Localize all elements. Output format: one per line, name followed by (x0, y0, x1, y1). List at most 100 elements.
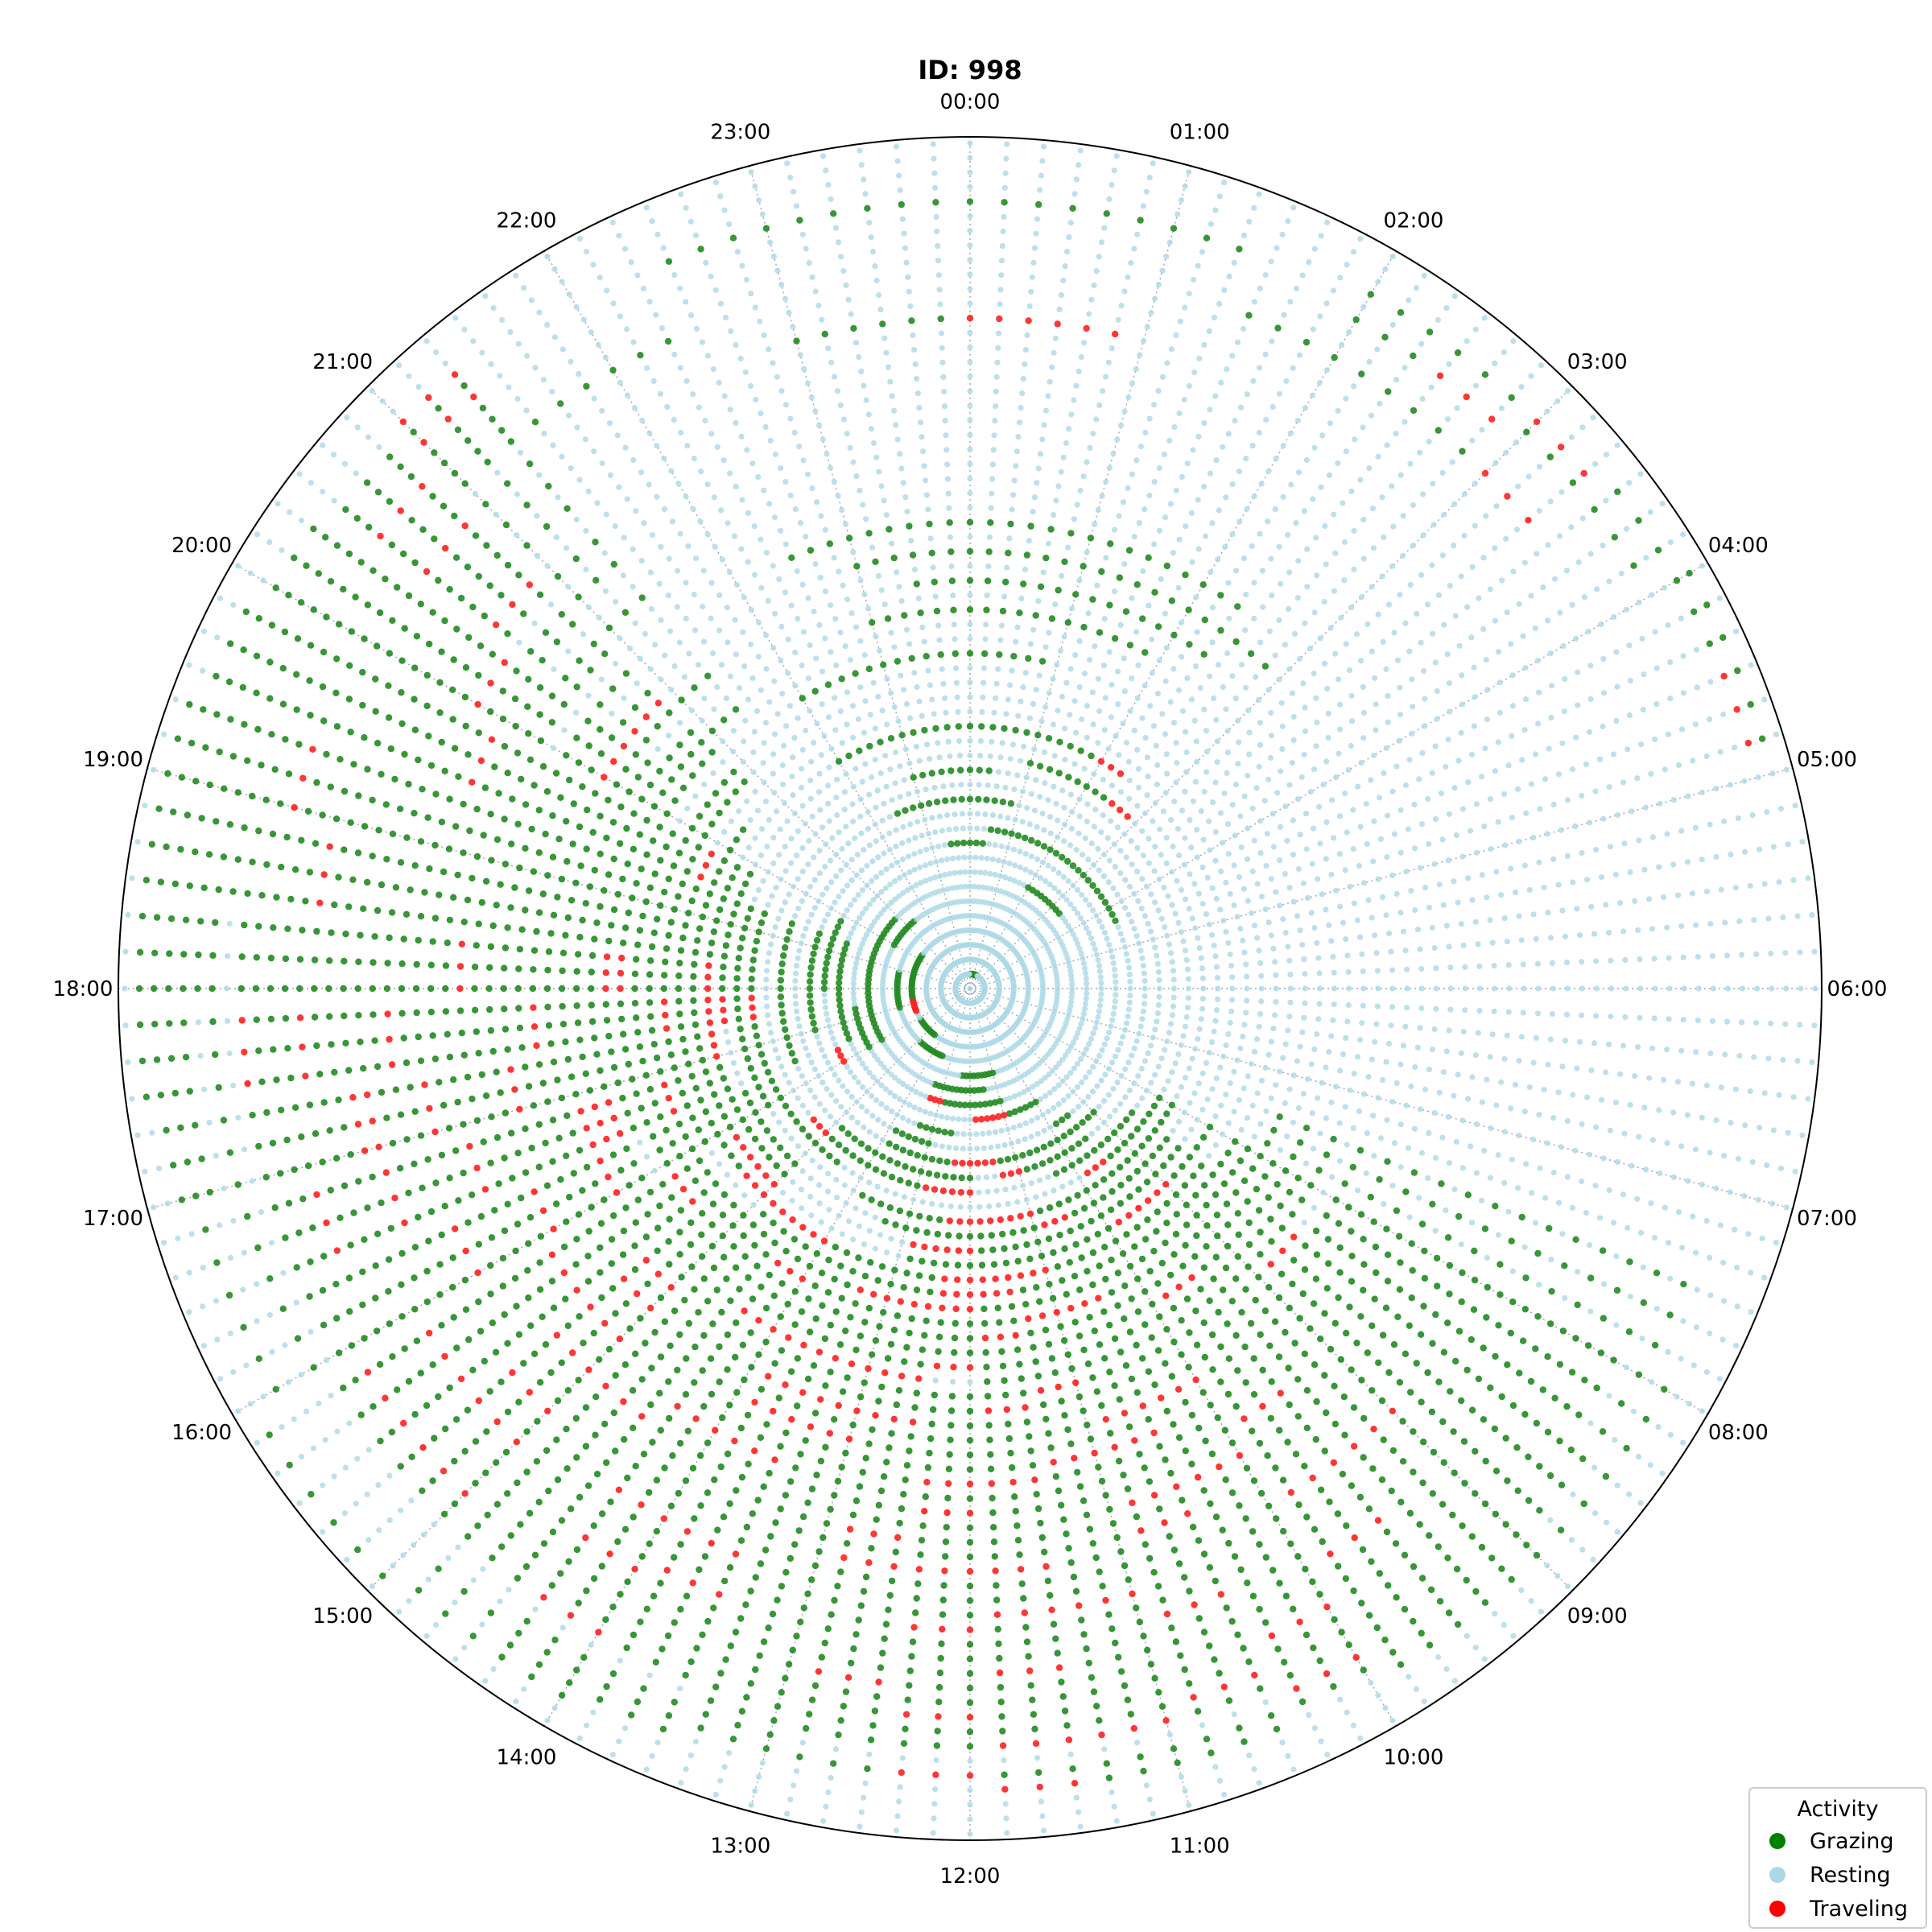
point-resting (1206, 1153, 1212, 1159)
point-resting (1042, 1191, 1048, 1197)
point-resting (1414, 927, 1421, 933)
point-resting (850, 818, 857, 824)
point-resting (1301, 1014, 1307, 1021)
point-traveling (1030, 1269, 1037, 1277)
point-grazing (1141, 1160, 1149, 1167)
point-grazing (952, 1319, 960, 1327)
point-resting (1206, 818, 1212, 824)
point-resting (1446, 1027, 1452, 1034)
point-resting (1146, 602, 1152, 609)
point-resting (1008, 1140, 1015, 1146)
point-resting (964, 913, 970, 919)
point-resting (888, 690, 894, 696)
point-grazing (564, 1112, 571, 1120)
point-resting (929, 844, 935, 851)
point-resting (1098, 991, 1104, 997)
point-grazing (926, 520, 933, 528)
point-resting (1091, 824, 1097, 830)
point-grazing (1158, 1118, 1165, 1126)
point-resting (1136, 520, 1143, 526)
point-resting (829, 835, 836, 841)
point-traveling (1150, 1429, 1158, 1437)
point-resting (1036, 672, 1042, 679)
point-resting (791, 735, 798, 741)
point-grazing (522, 801, 530, 808)
point-resting (728, 818, 735, 824)
point-resting (1260, 604, 1266, 610)
point-resting (1182, 1136, 1188, 1142)
point-grazing (806, 978, 814, 985)
point-grazing (575, 1211, 583, 1218)
point-resting (924, 741, 931, 748)
point-resting (1096, 708, 1103, 715)
point-resting (691, 592, 697, 598)
point-grazing (759, 1092, 767, 1100)
point-grazing (489, 922, 497, 930)
point-resting (832, 695, 838, 701)
point-resting (875, 1117, 881, 1123)
point-resting (901, 777, 907, 783)
point-traveling (959, 1159, 966, 1167)
point-grazing (493, 1133, 502, 1141)
point-grazing (822, 1443, 829, 1451)
point-grazing (572, 879, 580, 887)
point-grazing (845, 752, 852, 760)
point-resting (866, 791, 873, 798)
point-grazing (533, 927, 540, 935)
point-grazing (608, 734, 616, 741)
point-resting (1163, 860, 1170, 866)
point-resting (1110, 885, 1117, 891)
point-grazing (1111, 1335, 1119, 1343)
point-traveling (530, 1004, 537, 1011)
point-resting (828, 1092, 835, 1098)
point-resting (1162, 790, 1169, 796)
point-grazing (676, 1153, 683, 1160)
point-grazing (716, 1378, 723, 1385)
point-grazing (865, 1145, 872, 1152)
point-grazing (987, 826, 995, 833)
point-grazing (657, 1067, 664, 1075)
point-grazing (799, 695, 806, 702)
point-grazing (699, 913, 706, 921)
point-resting (782, 800, 788, 807)
point-resting (984, 855, 990, 862)
point-grazing (989, 1246, 997, 1253)
point-grazing (1123, 1231, 1130, 1238)
point-resting (1373, 950, 1380, 956)
point-resting (1282, 871, 1288, 877)
point-grazing (741, 778, 748, 786)
point-grazing (1397, 1259, 1404, 1266)
point-resting (1360, 985, 1367, 992)
point-traveling (955, 1247, 963, 1254)
point-resting (1117, 789, 1124, 795)
point-resting (1055, 483, 1062, 489)
point-resting (1363, 1170, 1369, 1177)
point-resting (754, 807, 762, 814)
point-resting (1357, 1037, 1364, 1043)
point-resting (904, 887, 910, 894)
point-resting (751, 896, 758, 902)
point-resting (1147, 703, 1154, 709)
point-grazing (821, 972, 828, 980)
point-resting (869, 877, 875, 885)
point-traveling (670, 1108, 678, 1115)
point-traveling (631, 728, 638, 735)
point-grazing (799, 1125, 807, 1133)
point-resting (799, 869, 807, 875)
point-resting (1065, 1048, 1071, 1055)
point-resting (909, 1086, 915, 1092)
point-grazing (1244, 1145, 1252, 1153)
point-grazing (857, 1332, 865, 1340)
point-resting (1447, 964, 1454, 971)
point-grazing (931, 578, 939, 586)
point-grazing (1156, 1313, 1163, 1320)
point-grazing (828, 1135, 836, 1143)
point-grazing (902, 1163, 909, 1170)
point-resting (1101, 616, 1108, 622)
point-grazing (1061, 558, 1068, 565)
point-grazing (667, 1051, 675, 1059)
point-resting (882, 753, 889, 759)
point-traveling (779, 1208, 786, 1216)
point-grazing (629, 1075, 636, 1083)
point-traveling (749, 1004, 756, 1011)
